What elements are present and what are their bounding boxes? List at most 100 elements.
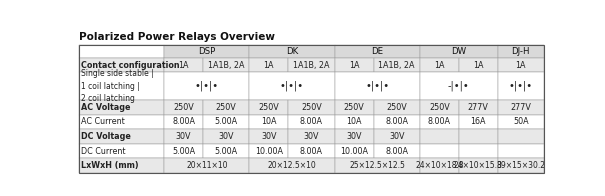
Text: DSP: DSP (198, 47, 215, 56)
Bar (335, 45, 420, 58)
Text: Polarized Power Relays Overview: Polarized Power Relays Overview (79, 32, 275, 42)
Text: 8.00A: 8.00A (300, 117, 323, 126)
Bar (164, 158, 249, 173)
Bar (335, 158, 420, 173)
Text: AC Current: AC Current (81, 117, 125, 126)
Text: 25×12.5×12.5: 25×12.5×12.5 (349, 161, 405, 170)
Bar (203, 100, 249, 115)
Bar (79, 58, 164, 72)
Bar (79, 45, 544, 173)
Text: 8.00A: 8.00A (428, 117, 451, 126)
Text: 24×10×18.8: 24×10×18.8 (415, 161, 463, 170)
Bar (420, 100, 459, 115)
Text: 1A: 1A (434, 61, 445, 70)
Text: 277V: 277V (511, 103, 531, 112)
Bar (249, 129, 288, 144)
Text: 1A: 1A (349, 61, 359, 70)
Bar (335, 58, 373, 72)
Bar (203, 144, 249, 158)
Bar (79, 129, 164, 144)
Text: 8.00A: 8.00A (172, 117, 195, 126)
Text: 1A: 1A (264, 61, 274, 70)
Bar (420, 115, 459, 129)
Bar (459, 58, 498, 72)
Bar (373, 100, 420, 115)
Bar (164, 115, 203, 129)
Bar (249, 58, 288, 72)
Text: DC Voltage: DC Voltage (81, 132, 131, 141)
Bar (498, 158, 544, 173)
Bar (335, 129, 373, 144)
Text: 277V: 277V (468, 103, 489, 112)
Text: 10.00A: 10.00A (340, 147, 368, 156)
Text: 1A1B, 2A: 1A1B, 2A (293, 61, 330, 70)
Bar (79, 72, 164, 100)
Bar (498, 72, 544, 100)
Text: 30V: 30V (304, 132, 319, 141)
Text: DW: DW (451, 47, 466, 56)
Text: DK: DK (286, 47, 298, 56)
Bar (373, 115, 420, 129)
Bar (164, 72, 249, 100)
Bar (335, 100, 373, 115)
Text: -|•|•: -|•|• (448, 81, 469, 92)
Text: •|•|•: •|•|• (195, 81, 219, 92)
Bar (249, 144, 288, 158)
Bar (498, 100, 544, 115)
Text: 8.00A: 8.00A (300, 147, 323, 156)
Bar (79, 45, 164, 58)
Bar (420, 144, 459, 158)
Text: 30V: 30V (261, 132, 276, 141)
Text: 250V: 250V (387, 103, 407, 112)
Text: 250V: 250V (216, 103, 237, 112)
Text: 24×10×15.8: 24×10×15.8 (454, 161, 503, 170)
Text: 250V: 250V (429, 103, 450, 112)
Bar (203, 115, 249, 129)
Text: 250V: 250V (301, 103, 322, 112)
Bar (249, 158, 335, 173)
Text: 5.00A: 5.00A (172, 147, 195, 156)
Text: DC Current: DC Current (81, 147, 126, 156)
Bar (164, 58, 203, 72)
Bar (420, 158, 459, 173)
Bar (203, 129, 249, 144)
Text: 250V: 250V (258, 103, 279, 112)
Bar (249, 72, 335, 100)
Bar (498, 58, 544, 72)
Text: •|•|•: •|•|• (280, 81, 304, 92)
Text: 10A: 10A (346, 117, 362, 126)
Bar (335, 115, 373, 129)
Text: DE: DE (371, 47, 384, 56)
Text: 1A: 1A (515, 61, 526, 70)
Bar (459, 115, 498, 129)
Bar (498, 129, 544, 144)
Bar (459, 158, 498, 173)
Text: 5.00A: 5.00A (215, 147, 238, 156)
Bar (203, 58, 249, 72)
Bar (164, 144, 203, 158)
Bar (459, 100, 498, 115)
Text: 1A1B, 2A: 1A1B, 2A (208, 61, 244, 70)
Bar (459, 129, 498, 144)
Text: •|•|•: •|•|• (509, 81, 533, 92)
Bar (249, 115, 288, 129)
Text: 30V: 30V (218, 132, 234, 141)
Bar (459, 144, 498, 158)
Text: 30V: 30V (389, 132, 405, 141)
Bar (373, 58, 420, 72)
Text: 50A: 50A (513, 117, 529, 126)
Bar (249, 100, 288, 115)
Bar (164, 100, 203, 115)
Text: 30V: 30V (176, 132, 191, 141)
Bar (498, 115, 544, 129)
Bar (164, 45, 249, 58)
Bar (335, 144, 373, 158)
Text: 250V: 250V (344, 103, 364, 112)
Bar (288, 115, 335, 129)
Text: 20×12.5×10: 20×12.5×10 (267, 161, 316, 170)
Text: 5.00A: 5.00A (215, 117, 238, 126)
Bar (288, 100, 335, 115)
Bar (335, 72, 420, 100)
Text: 8.00A: 8.00A (385, 117, 408, 126)
Text: 1A: 1A (178, 61, 189, 70)
